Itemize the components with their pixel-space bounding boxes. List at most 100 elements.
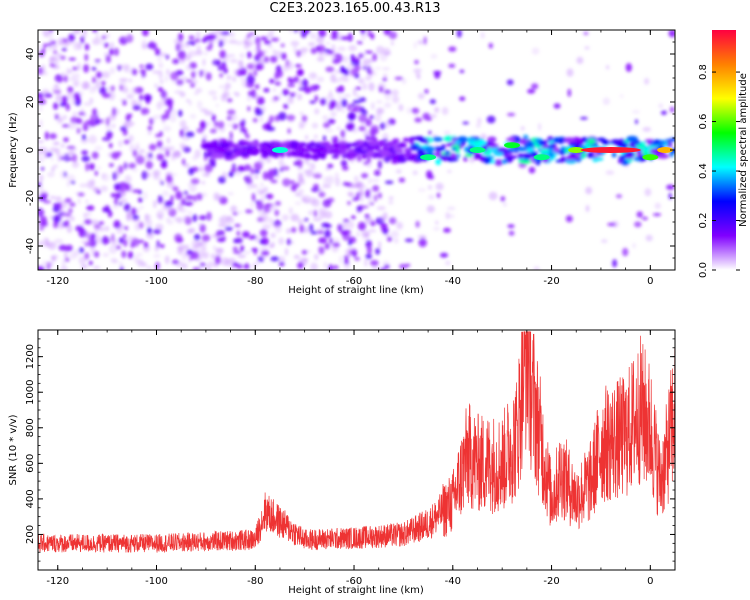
heatmap-cell (242, 118, 246, 127)
heatmap-cell (124, 226, 129, 231)
heatmap-cell (250, 201, 255, 209)
heatmap-cell (65, 103, 70, 111)
heatmap-cell (228, 113, 238, 122)
heatmap-cell (148, 143, 157, 151)
heatmap-cell (269, 202, 277, 211)
heatmap-cell (91, 66, 97, 71)
snr-series-line (38, 331, 675, 553)
heatmap-cell (428, 194, 435, 200)
heatmap-cell (164, 200, 174, 208)
heatmap-cell (188, 210, 192, 216)
heatmap-cell (259, 229, 268, 237)
heatmap-cell (246, 51, 252, 59)
heatmap-cell (131, 237, 140, 247)
heatmap-cell (337, 223, 343, 232)
heatmap-cell (507, 224, 515, 229)
heatmap-cell (377, 192, 382, 199)
heatmap-cell (670, 138, 675, 142)
heatmap-cell (311, 187, 320, 192)
heatmap-cell (179, 53, 187, 63)
heatmap-cell (251, 169, 255, 174)
heatmap-cell (208, 90, 217, 96)
heatmap-cell (338, 255, 343, 265)
heatmap-cell (256, 201, 264, 211)
heatmap-cell (366, 163, 372, 168)
heatmap-cell (168, 103, 173, 112)
heatmap-cell (404, 238, 414, 243)
heatmap-cell (226, 215, 233, 221)
heatmap-cell (219, 143, 230, 148)
heatmap-cell (332, 265, 339, 270)
heatmap-cell (289, 30, 293, 33)
heatmap-cell (380, 222, 388, 230)
heatmap-cell (204, 164, 213, 173)
heatmap-cell (366, 246, 372, 255)
heatmap-cell (111, 107, 120, 116)
heatmap-cell (227, 54, 236, 58)
heatmap-cell (153, 254, 161, 258)
heatmap-cell (347, 251, 351, 259)
heatmap-cell (96, 71, 103, 79)
heatmap-cell (252, 117, 258, 123)
heatmap-cell (81, 150, 88, 156)
heatmap-cell (46, 43, 52, 47)
heatmap-cell (169, 207, 174, 214)
heatmap-cell (654, 139, 661, 145)
heatmap-cell (239, 152, 250, 156)
heatmap-cell (324, 128, 334, 133)
y-tick-label: 20 (25, 96, 36, 109)
heatmap-cell (270, 179, 278, 184)
heatmap-cell (141, 73, 146, 78)
heatmap-cell (265, 193, 274, 200)
heatmap-cell (262, 224, 271, 230)
heatmap-cell (243, 250, 251, 254)
heatmap-cell (607, 222, 616, 227)
heatmap-cell (154, 244, 159, 252)
heatmap-cell (280, 43, 285, 48)
heatmap-cell (332, 155, 337, 159)
heatmap-cell (441, 107, 449, 115)
heatmap-cell (287, 62, 294, 70)
heatmap-cell (364, 234, 369, 238)
heatmap-cell (409, 136, 418, 140)
heatmap-cell (94, 170, 99, 176)
heatmap-cell (325, 66, 335, 73)
heatmap-cell (290, 40, 300, 47)
heatmap-cell (235, 237, 243, 244)
heatmap-cell (652, 213, 662, 217)
heatmap-cell (502, 151, 508, 157)
heatmap-cell (260, 254, 267, 260)
heatmap-cell (367, 177, 372, 185)
heatmap-cell (49, 195, 56, 200)
heatmap-cell (483, 157, 492, 164)
heatmap-cell (502, 202, 507, 207)
heatmap-cell (216, 237, 226, 243)
heatmap-cell (263, 87, 270, 93)
heatmap-cell (339, 145, 349, 151)
heatmap-cell (449, 153, 457, 159)
heatmap-cell (239, 77, 246, 81)
heatmap-cell (645, 234, 653, 242)
heatmap-cell (98, 221, 105, 225)
heatmap-cell (439, 252, 449, 258)
heatmap-cell (399, 263, 408, 269)
heatmap-cell (326, 41, 330, 46)
heatmap-cell (185, 98, 190, 103)
heatmap-cell (284, 247, 289, 256)
heatmap-cell (108, 163, 114, 168)
heatmap-cell (179, 91, 186, 98)
heatmap-cell (119, 86, 128, 90)
heatmap-cell (115, 226, 124, 235)
heatmap-cell (413, 68, 422, 74)
heatmap-cell (226, 123, 236, 127)
heatmap-cell (61, 47, 67, 52)
heatmap-cell (65, 244, 73, 252)
heatmap-cell (96, 79, 101, 88)
x-tick-label: -40 (445, 576, 461, 587)
heatmap-cell (259, 142, 271, 147)
heatmap-cell (131, 168, 139, 172)
heatmap-cell (260, 105, 267, 113)
heatmap-cell (83, 64, 90, 73)
heatmap-cell (55, 93, 63, 103)
heatmap-cell (78, 256, 87, 265)
